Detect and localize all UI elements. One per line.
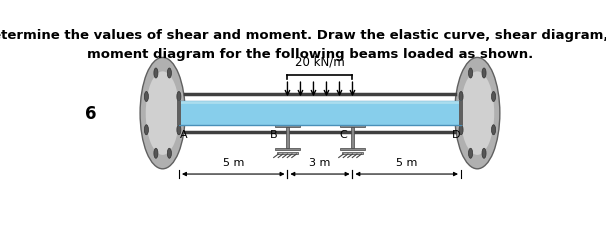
Ellipse shape [167, 148, 171, 159]
Bar [179, 101, 461, 126]
Ellipse shape [144, 125, 148, 135]
Text: Determine the values of shear and moment. Draw the elastic curve, shear diagram,: Determine the values of shear and moment… [0, 29, 606, 42]
Text: 5 m: 5 m [222, 157, 244, 167]
Ellipse shape [459, 92, 463, 102]
Bar [275, 148, 301, 150]
Bar [275, 126, 301, 128]
Ellipse shape [461, 72, 494, 155]
Bar [339, 148, 365, 150]
Text: A: A [180, 129, 188, 139]
Text: B: B [270, 129, 277, 139]
Bar [459, 101, 463, 126]
Text: 20 kN/m: 20 kN/m [295, 56, 345, 69]
Ellipse shape [177, 92, 181, 102]
Bar [351, 128, 355, 148]
Bar [277, 152, 298, 154]
Ellipse shape [482, 69, 486, 79]
Ellipse shape [468, 148, 473, 159]
Ellipse shape [145, 72, 179, 155]
Ellipse shape [154, 69, 158, 79]
Ellipse shape [144, 92, 148, 102]
Text: C: C [339, 129, 347, 139]
Ellipse shape [154, 148, 158, 159]
Bar [339, 126, 365, 128]
Ellipse shape [140, 58, 185, 169]
Bar [177, 101, 181, 126]
Text: 5 m: 5 m [396, 157, 418, 167]
Ellipse shape [167, 69, 171, 79]
Text: 3 m: 3 m [309, 157, 331, 167]
Text: moment diagram for the following beams loaded as shown.: moment diagram for the following beams l… [87, 48, 534, 61]
Ellipse shape [459, 125, 463, 135]
Ellipse shape [177, 125, 181, 135]
Text: D: D [452, 129, 461, 139]
Ellipse shape [454, 58, 500, 169]
Ellipse shape [482, 148, 486, 159]
Text: 6: 6 [85, 105, 96, 123]
Ellipse shape [491, 92, 496, 102]
Ellipse shape [491, 125, 496, 135]
Ellipse shape [468, 69, 473, 79]
Bar [285, 128, 289, 148]
Bar [342, 152, 363, 154]
